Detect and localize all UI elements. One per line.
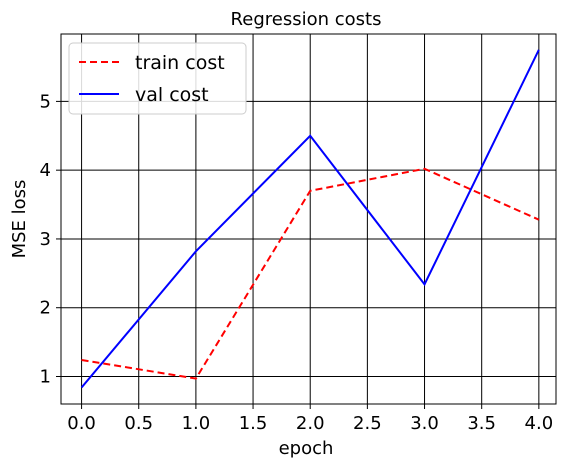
- series-line-val-cost: [80, 49, 540, 389]
- legend-box: [68, 42, 247, 115]
- y-tick-label: 3: [40, 229, 51, 250]
- y-tick-label: 4: [40, 160, 51, 181]
- y-tick-label: 5: [40, 91, 51, 112]
- x-tick-label: 0.5: [124, 413, 153, 434]
- plot-frame: [60, 33, 557, 405]
- x-tick-label: 3.0: [410, 413, 439, 434]
- x-axis-label: epoch: [279, 438, 334, 459]
- y-axis-label: MSE loss: [9, 180, 30, 259]
- grid: [61, 34, 556, 404]
- x-tick-label: 4.0: [525, 413, 554, 434]
- chart-title: Regression costs: [231, 9, 382, 30]
- y-tick-label: 1: [40, 366, 51, 387]
- y-tick-label: 2: [40, 298, 51, 319]
- series-line-train-cost: [81, 167, 540, 380]
- x-tick-label: 0.0: [67, 413, 96, 434]
- x-tick-label: 2.0: [296, 413, 325, 434]
- ticks: 0.0 0.5 1.0 1.5 2.0 2.5 3.0 3.5 4.0 1 2 3 4 5: [40, 91, 554, 434]
- legend-label: train cost: [135, 52, 225, 74]
- legend-label: val cost: [135, 84, 209, 106]
- x-tick-label: 3.5: [467, 413, 496, 434]
- x-tick-label: 1.0: [182, 413, 211, 434]
- x-tick-label: 1.5: [239, 413, 268, 434]
- x-tick-label: 2.5: [353, 413, 382, 434]
- legend: train cost val cost: [68, 42, 247, 115]
- series-lines: [80, 49, 540, 389]
